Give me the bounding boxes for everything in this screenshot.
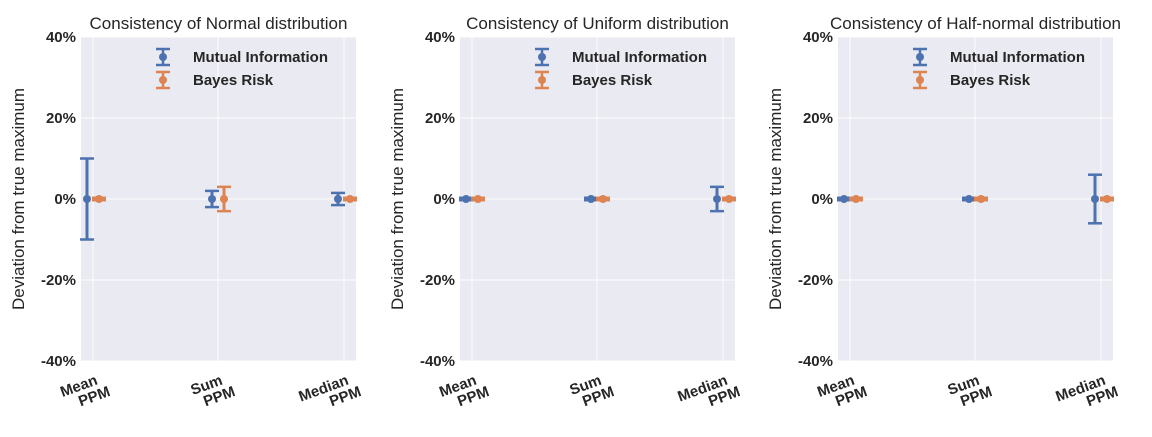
data-point bbox=[346, 195, 354, 203]
legend-marker-point bbox=[538, 76, 546, 84]
errorbar-mutual-information bbox=[962, 195, 976, 203]
data-point bbox=[1091, 195, 1099, 203]
x-tick-label: SumPPM bbox=[567, 369, 616, 413]
y-tick-label: -40% bbox=[420, 353, 455, 370]
errorbar-bayes-risk bbox=[974, 195, 988, 203]
errorbar-mutual-information bbox=[80, 157, 94, 241]
errorbar-bayes-risk bbox=[471, 195, 485, 203]
legend-label: Bayes Risk bbox=[950, 72, 1031, 89]
data-point bbox=[1103, 195, 1111, 203]
x-tick-text: MeanPPM bbox=[58, 369, 112, 415]
x-tick-text: SumPPM bbox=[567, 369, 616, 413]
y-tick-label: 40% bbox=[46, 29, 76, 46]
x-tick-label: SumPPM bbox=[945, 369, 994, 413]
legend-label: Mutual Information bbox=[572, 49, 707, 66]
data-point bbox=[208, 195, 216, 203]
data-point bbox=[599, 195, 607, 203]
errorbar-mutual-information bbox=[1088, 173, 1102, 225]
legend-marker-point bbox=[538, 53, 546, 61]
errorbar-bayes-risk bbox=[849, 195, 863, 203]
errorbar-bayes-risk bbox=[596, 195, 610, 203]
legend: Mutual Information Bayes Risk bbox=[913, 47, 1085, 90]
data-point bbox=[462, 195, 470, 203]
legend-label: Bayes Risk bbox=[193, 72, 274, 89]
x-tick-text: MedianPPM bbox=[675, 369, 742, 419]
y-axis-label: Deviation from true maximum bbox=[766, 88, 785, 310]
y-tick-label: 20% bbox=[803, 110, 833, 127]
data-point bbox=[725, 195, 733, 203]
data-point bbox=[713, 195, 721, 203]
errorbar-mutual-information bbox=[837, 195, 851, 203]
y-tick-label: 20% bbox=[46, 110, 76, 127]
errorbar-mutual-information bbox=[584, 195, 598, 203]
y-tick-label: 20% bbox=[425, 110, 455, 127]
x-tick-label: MeanPPM bbox=[58, 369, 112, 415]
legend-marker-point bbox=[159, 76, 167, 84]
chart-title: Consistency of Half-normal distribution bbox=[830, 14, 1121, 33]
errorbar-bayes-risk bbox=[217, 185, 231, 213]
x-tick-text: MedianPPM bbox=[296, 369, 363, 419]
x-tick-label: MedianPPM bbox=[296, 369, 363, 419]
y-axis-label: Deviation from true maximum bbox=[9, 88, 28, 310]
legend: Mutual Information Bayes Risk bbox=[535, 47, 707, 90]
y-tick-label: 0% bbox=[811, 191, 833, 208]
chart-panel-1: Consistency of Normal distribution Deviat… bbox=[9, 14, 363, 419]
chart-title: Consistency of Normal distribution bbox=[90, 14, 348, 33]
x-tick-text: MeanPPM bbox=[815, 369, 869, 415]
x-tick-label: MedianPPM bbox=[675, 369, 742, 419]
data-point bbox=[977, 195, 985, 203]
data-point bbox=[95, 195, 103, 203]
y-tick-label: 40% bbox=[803, 29, 833, 46]
y-tick-label: -20% bbox=[420, 272, 455, 289]
legend-marker-point bbox=[916, 53, 924, 61]
legend: Mutual Information Bayes Risk bbox=[156, 47, 328, 90]
data-point bbox=[334, 195, 342, 203]
errorbar-bayes-risk bbox=[343, 195, 357, 203]
errorbar-mutual-information bbox=[710, 185, 724, 213]
x-tick-text: SumPPM bbox=[945, 369, 994, 413]
errorbar-mutual-information bbox=[205, 189, 219, 209]
x-tick-text: SumPPM bbox=[188, 369, 237, 413]
legend-label: Mutual Information bbox=[193, 49, 328, 66]
y-tick-label: -40% bbox=[798, 353, 833, 370]
y-tick-label: 0% bbox=[433, 191, 455, 208]
x-tick-label: MedianPPM bbox=[1053, 369, 1120, 419]
legend-marker-point bbox=[916, 76, 924, 84]
x-tick-label: MeanPPM bbox=[437, 369, 491, 415]
y-tick-label: 0% bbox=[54, 191, 76, 208]
chart-title: Consistency of Uniform distribution bbox=[466, 14, 729, 33]
legend-marker-point bbox=[159, 53, 167, 61]
data-point bbox=[587, 195, 595, 203]
x-tick-label: MeanPPM bbox=[815, 369, 869, 415]
errorbar-mutual-information bbox=[459, 195, 473, 203]
data-point bbox=[83, 195, 91, 203]
y-axis-label: Deviation from true maximum bbox=[388, 88, 407, 310]
errorbar-bayes-risk bbox=[1100, 195, 1114, 203]
legend-label: Bayes Risk bbox=[572, 72, 653, 89]
errorbar-bayes-risk bbox=[722, 195, 736, 203]
chart-panel-2: Consistency of Uniform distribution Devia… bbox=[388, 14, 742, 419]
data-point bbox=[474, 195, 482, 203]
x-tick-text: MedianPPM bbox=[1053, 369, 1120, 419]
y-tick-label: -40% bbox=[41, 353, 76, 370]
y-tick-label: -20% bbox=[798, 272, 833, 289]
x-tick-label: SumPPM bbox=[188, 369, 237, 413]
data-point bbox=[852, 195, 860, 203]
x-tick-text: MeanPPM bbox=[437, 369, 491, 415]
chart-panel-3: Consistency of Half-normal distribution D… bbox=[766, 14, 1121, 419]
data-point bbox=[220, 195, 228, 203]
legend-label: Mutual Information bbox=[950, 49, 1085, 66]
y-tick-label: 40% bbox=[425, 29, 455, 46]
errorbar-bayes-risk bbox=[92, 195, 106, 203]
data-point bbox=[965, 195, 973, 203]
data-point bbox=[840, 195, 848, 203]
errorbar-mutual-information bbox=[331, 191, 345, 207]
y-tick-label: -20% bbox=[41, 272, 76, 289]
